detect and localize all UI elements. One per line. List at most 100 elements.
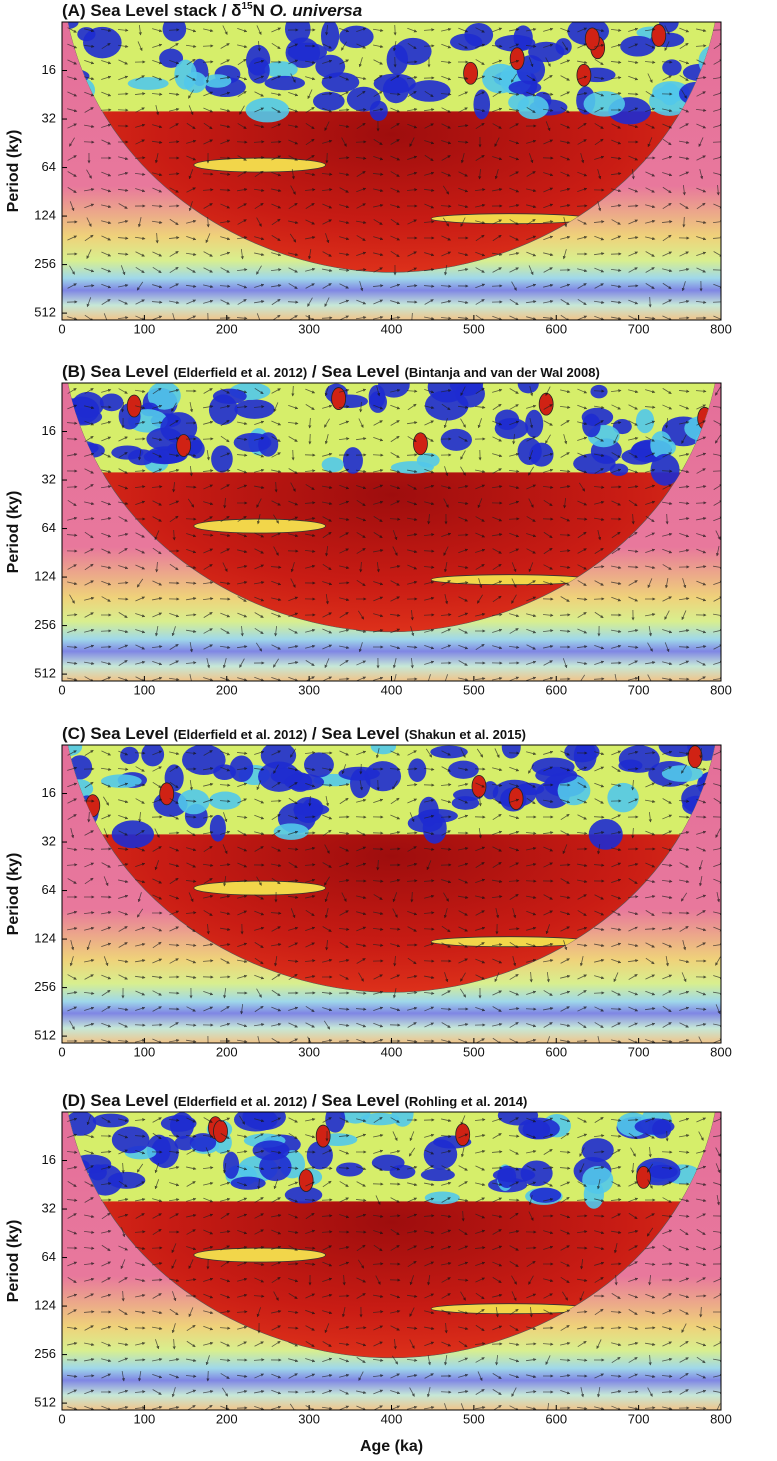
phase-arrow	[442, 217, 450, 227]
blob	[234, 399, 275, 419]
phase-arrow	[67, 123, 77, 129]
phase-arrow	[69, 265, 75, 275]
phase-arrow	[321, 92, 333, 96]
y-tick-label: 512	[34, 305, 56, 320]
phase-arrow	[288, 155, 298, 161]
phase-arrow	[169, 43, 179, 49]
phase-arrow	[220, 236, 231, 241]
phase-arrow	[118, 203, 128, 209]
phase-arrow	[220, 251, 231, 256]
blob	[321, 457, 344, 473]
phase-arrow	[508, 517, 520, 521]
x-tick-label: 800	[710, 321, 732, 336]
phase-arrow	[423, 28, 435, 32]
y-axis-label: Period (ky)	[5, 1220, 22, 1303]
phase-arrow	[390, 250, 400, 258]
phase-arrow	[84, 188, 95, 192]
phase-arrow	[373, 44, 384, 49]
phase-arrow	[185, 815, 197, 819]
phase-arrow	[220, 139, 231, 145]
phase-arrow	[390, 235, 401, 241]
blob	[588, 818, 623, 850]
phase-arrow	[203, 28, 214, 33]
phase-arrow	[407, 155, 418, 160]
phase-arrow	[101, 123, 112, 128]
phase-arrow	[390, 75, 400, 81]
phase-arrow	[339, 220, 350, 225]
phase-arrow	[441, 140, 452, 145]
phase-arrow	[203, 91, 214, 97]
phase-arrow	[322, 59, 333, 64]
phase-arrow	[67, 316, 78, 320]
phase-arrow	[100, 645, 112, 649]
phase-arrow	[134, 156, 146, 160]
blob	[364, 761, 402, 792]
phase-arrow	[390, 187, 401, 193]
x-tick-label: 0	[58, 321, 65, 336]
phase-arrow	[339, 252, 350, 256]
blob	[209, 814, 226, 842]
phase-arrow	[406, 60, 418, 64]
phase-arrow	[169, 218, 179, 226]
phase-arrow	[305, 155, 315, 161]
phase-arrow	[424, 123, 434, 129]
phase-arrow	[339, 236, 350, 241]
phase-arrow	[373, 236, 384, 241]
phase-arrow	[321, 316, 333, 320]
phase-arrow	[237, 171, 247, 177]
phase-arrow	[356, 171, 366, 177]
blob	[83, 26, 122, 59]
phase-arrow	[118, 59, 129, 65]
phase-arrow	[271, 92, 282, 97]
phase-arrow	[69, 201, 75, 212]
x-tick-label: 500	[463, 1044, 485, 1059]
phase-arrow	[254, 252, 265, 257]
phase-arrow	[254, 202, 264, 210]
y-tick-label: 64	[42, 1249, 56, 1264]
phase-arrow	[390, 139, 400, 145]
blob	[336, 1162, 364, 1177]
phase-arrow	[237, 188, 248, 192]
blob	[386, 44, 409, 75]
phase-arrow	[339, 124, 350, 128]
phase-arrow	[424, 316, 435, 320]
blob	[304, 752, 334, 778]
phase-arrow	[423, 44, 435, 48]
x-tick-label: 800	[710, 682, 732, 697]
phase-arrow	[117, 316, 129, 320]
phase-arrow	[373, 91, 383, 97]
phase-arrow	[118, 299, 128, 305]
phase-arrow	[186, 299, 197, 305]
phase-arrow	[341, 41, 347, 51]
phase-arrow	[271, 284, 282, 288]
phase-arrow	[305, 283, 315, 289]
phase-arrow	[169, 59, 180, 65]
phase-arrow	[322, 43, 332, 49]
phase-arrow	[324, 297, 330, 307]
phase-arrow	[169, 75, 179, 81]
phase-arrow	[155, 232, 159, 244]
phase-arrow	[390, 155, 401, 161]
title-segment: 15	[241, 1, 253, 12]
x-tick-label: 700	[628, 1044, 650, 1059]
phase-arrow	[135, 251, 145, 257]
phase-arrow	[423, 927, 435, 931]
phase-arrow	[237, 76, 248, 81]
phase-arrow	[168, 991, 180, 995]
phase-arrow	[271, 171, 282, 177]
phase-arrow	[322, 107, 333, 113]
phase-arrow	[254, 170, 264, 178]
phase-arrow	[440, 204, 452, 208]
phase-arrow	[288, 267, 298, 273]
phase-arrow	[322, 139, 333, 144]
phase-arrow	[322, 219, 332, 225]
phase-arrow	[67, 43, 78, 49]
phase-arrow	[372, 453, 384, 457]
phase-arrow	[254, 59, 265, 64]
phase-arrow	[322, 76, 333, 80]
phase-arrow	[188, 169, 194, 180]
phase-arrow	[151, 204, 163, 208]
phase-arrow	[67, 27, 77, 33]
phase-arrow	[169, 107, 180, 112]
y-tick-label: 256	[34, 256, 56, 271]
